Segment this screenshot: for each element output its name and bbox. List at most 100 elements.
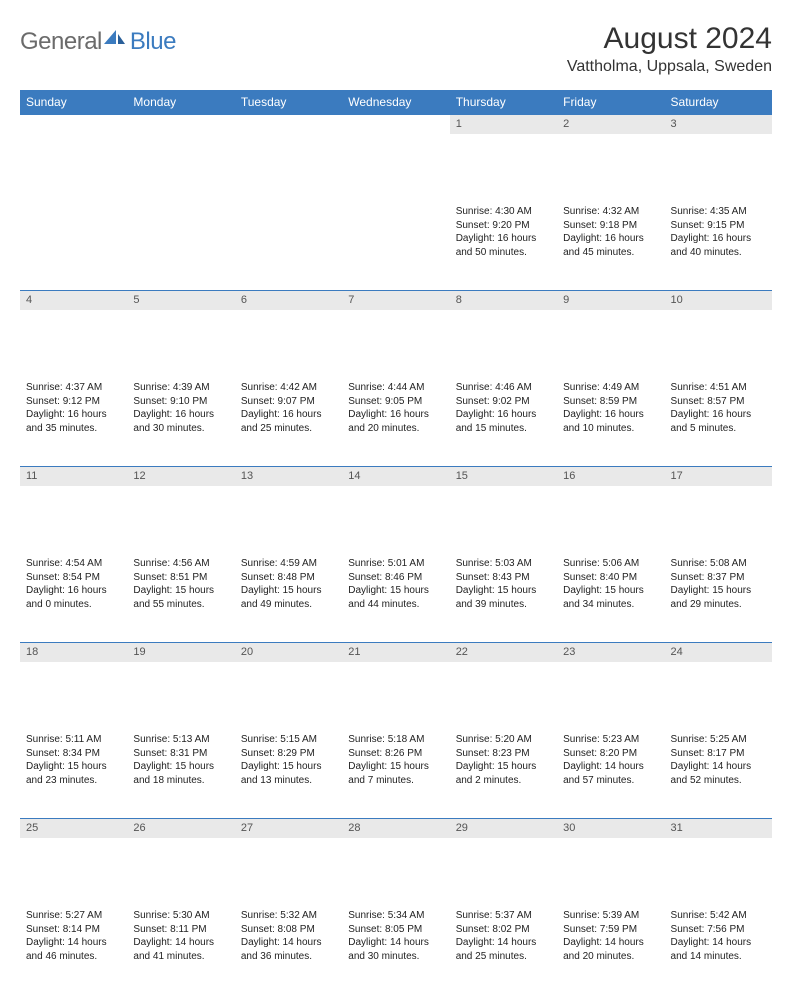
- sunset-line: Sunset: 8:05 PM: [348, 923, 443, 937]
- sunset-line: Sunset: 8:37 PM: [671, 571, 766, 585]
- daylight-line: Daylight: 15 hours and 49 minutes.: [241, 584, 336, 611]
- day-cell: Sunrise: 5:08 AMSunset: 8:37 PMDaylight:…: [665, 554, 772, 642]
- daylight-line: Daylight: 16 hours and 0 minutes.: [26, 584, 121, 611]
- daynum: 3: [665, 114, 772, 134]
- day-cell: Sunrise: 5:34 AMSunset: 8:05 PMDaylight:…: [342, 906, 449, 994]
- sunset-line: Sunset: 8:46 PM: [348, 571, 443, 585]
- daylight-line: Daylight: 14 hours and 46 minutes.: [26, 936, 121, 963]
- daynum: 21: [342, 642, 449, 662]
- sunrise-line: Sunrise: 4:46 AM: [456, 381, 551, 395]
- sunset-line: Sunset: 9:02 PM: [456, 395, 551, 409]
- sunset-line: Sunset: 8:11 PM: [133, 923, 228, 937]
- day-cell: Sunrise: 4:39 AMSunset: 9:10 PMDaylight:…: [127, 378, 234, 466]
- sunset-line: Sunset: 8:20 PM: [563, 747, 658, 761]
- sunrise-line: Sunrise: 5:11 AM: [26, 733, 121, 747]
- day-content: Sunrise: 5:30 AMSunset: 8:11 PMDaylight:…: [127, 906, 234, 969]
- sunrise-line: Sunrise: 5:06 AM: [563, 557, 658, 571]
- daynum: 1: [450, 114, 557, 134]
- week-content-row: Sunrise: 4:30 AMSunset: 9:20 PMDaylight:…: [20, 202, 772, 290]
- day-cell: Sunrise: 4:49 AMSunset: 8:59 PMDaylight:…: [557, 378, 664, 466]
- sunrise-line: Sunrise: 5:32 AM: [241, 909, 336, 923]
- sunset-line: Sunset: 9:18 PM: [563, 219, 658, 233]
- day-content: Sunrise: 5:06 AMSunset: 8:40 PMDaylight:…: [557, 554, 664, 617]
- daynum: 24: [665, 642, 772, 662]
- day-cell: Sunrise: 4:56 AMSunset: 8:51 PMDaylight:…: [127, 554, 234, 642]
- day-cell: Sunrise: 4:37 AMSunset: 9:12 PMDaylight:…: [20, 378, 127, 466]
- day-cell: Sunrise: 5:42 AMSunset: 7:56 PMDaylight:…: [665, 906, 772, 994]
- day-content: Sunrise: 4:30 AMSunset: 9:20 PMDaylight:…: [450, 202, 557, 265]
- sunrise-line: Sunrise: 4:59 AM: [241, 557, 336, 571]
- day-content: Sunrise: 4:46 AMSunset: 9:02 PMDaylight:…: [450, 378, 557, 441]
- empty-cell: [20, 202, 127, 290]
- sunset-line: Sunset: 8:43 PM: [456, 571, 551, 585]
- day-content: Sunrise: 4:49 AMSunset: 8:59 PMDaylight:…: [557, 378, 664, 441]
- logo-sail-icon: [102, 28, 128, 46]
- daylight-line: Daylight: 14 hours and 36 minutes.: [241, 936, 336, 963]
- sunrise-line: Sunrise: 5:03 AM: [456, 557, 551, 571]
- daynum: 11: [20, 466, 127, 486]
- daynum: 2: [557, 114, 664, 134]
- day-content: Sunrise: 4:37 AMSunset: 9:12 PMDaylight:…: [20, 378, 127, 441]
- sunrise-line: Sunrise: 5:23 AM: [563, 733, 658, 747]
- day-cell: Sunrise: 5:18 AMSunset: 8:26 PMDaylight:…: [342, 730, 449, 818]
- day-content: Sunrise: 4:35 AMSunset: 9:15 PMDaylight:…: [665, 202, 772, 265]
- sunrise-line: Sunrise: 4:56 AM: [133, 557, 228, 571]
- empty-daynum: [20, 114, 127, 134]
- day-cell: Sunrise: 4:35 AMSunset: 9:15 PMDaylight:…: [665, 202, 772, 290]
- day-content: Sunrise: 4:54 AMSunset: 8:54 PMDaylight:…: [20, 554, 127, 617]
- day-content: Sunrise: 5:03 AMSunset: 8:43 PMDaylight:…: [450, 554, 557, 617]
- sunset-line: Sunset: 9:12 PM: [26, 395, 121, 409]
- weekday-header: Monday: [127, 90, 234, 114]
- daynum: 6: [235, 290, 342, 310]
- empty-cell: [342, 202, 449, 290]
- daynum: 10: [665, 290, 772, 310]
- daynum-row: 123: [20, 114, 772, 202]
- daylight-line: Daylight: 14 hours and 52 minutes.: [671, 760, 766, 787]
- daylight-line: Daylight: 15 hours and 44 minutes.: [348, 584, 443, 611]
- sunrise-line: Sunrise: 4:35 AM: [671, 205, 766, 219]
- title-block: August 2024 Vattholma, Uppsala, Sweden: [567, 22, 772, 76]
- day-content: Sunrise: 5:08 AMSunset: 8:37 PMDaylight:…: [665, 554, 772, 617]
- sunset-line: Sunset: 9:10 PM: [133, 395, 228, 409]
- daynum: 20: [235, 642, 342, 662]
- sunset-line: Sunset: 7:56 PM: [671, 923, 766, 937]
- sunrise-line: Sunrise: 4:37 AM: [26, 381, 121, 395]
- sunrise-line: Sunrise: 5:01 AM: [348, 557, 443, 571]
- daynum: 17: [665, 466, 772, 486]
- logo-text-blue: Blue: [130, 28, 176, 56]
- day-content: Sunrise: 5:11 AMSunset: 8:34 PMDaylight:…: [20, 730, 127, 793]
- day-cell: Sunrise: 5:23 AMSunset: 8:20 PMDaylight:…: [557, 730, 664, 818]
- sunrise-line: Sunrise: 5:13 AM: [133, 733, 228, 747]
- sunrise-line: Sunrise: 4:32 AM: [563, 205, 658, 219]
- day-cell: Sunrise: 4:32 AMSunset: 9:18 PMDaylight:…: [557, 202, 664, 290]
- week-content-row: Sunrise: 4:37 AMSunset: 9:12 PMDaylight:…: [20, 378, 772, 466]
- daylight-line: Daylight: 16 hours and 10 minutes.: [563, 408, 658, 435]
- daylight-line: Daylight: 15 hours and 55 minutes.: [133, 584, 228, 611]
- week-content-row: Sunrise: 5:11 AMSunset: 8:34 PMDaylight:…: [20, 730, 772, 818]
- day-cell: Sunrise: 5:15 AMSunset: 8:29 PMDaylight:…: [235, 730, 342, 818]
- sunrise-line: Sunrise: 4:44 AM: [348, 381, 443, 395]
- day-cell: Sunrise: 5:03 AMSunset: 8:43 PMDaylight:…: [450, 554, 557, 642]
- daylight-line: Daylight: 16 hours and 35 minutes.: [26, 408, 121, 435]
- calendar-table: Sunday Monday Tuesday Wednesday Thursday…: [20, 90, 772, 994]
- sunrise-line: Sunrise: 4:39 AM: [133, 381, 228, 395]
- sunset-line: Sunset: 9:15 PM: [671, 219, 766, 233]
- sunrise-line: Sunrise: 4:42 AM: [241, 381, 336, 395]
- weekday-header: Friday: [557, 90, 664, 114]
- daynum: 14: [342, 466, 449, 486]
- empty-daynum: [235, 114, 342, 134]
- weekday-header: Thursday: [450, 90, 557, 114]
- sunset-line: Sunset: 8:40 PM: [563, 571, 658, 585]
- sunrise-line: Sunrise: 5:20 AM: [456, 733, 551, 747]
- day-content: Sunrise: 4:32 AMSunset: 9:18 PMDaylight:…: [557, 202, 664, 265]
- day-cell: Sunrise: 4:46 AMSunset: 9:02 PMDaylight:…: [450, 378, 557, 466]
- daylight-line: Daylight: 15 hours and 13 minutes.: [241, 760, 336, 787]
- daylight-line: Daylight: 14 hours and 20 minutes.: [563, 936, 658, 963]
- sunrise-line: Sunrise: 4:54 AM: [26, 557, 121, 571]
- sunset-line: Sunset: 8:23 PM: [456, 747, 551, 761]
- day-content: Sunrise: 5:01 AMSunset: 8:46 PMDaylight:…: [342, 554, 449, 617]
- day-content: Sunrise: 5:37 AMSunset: 8:02 PMDaylight:…: [450, 906, 557, 969]
- daylight-line: Daylight: 14 hours and 41 minutes.: [133, 936, 228, 963]
- day-content: Sunrise: 4:59 AMSunset: 8:48 PMDaylight:…: [235, 554, 342, 617]
- daynum: 31: [665, 818, 772, 838]
